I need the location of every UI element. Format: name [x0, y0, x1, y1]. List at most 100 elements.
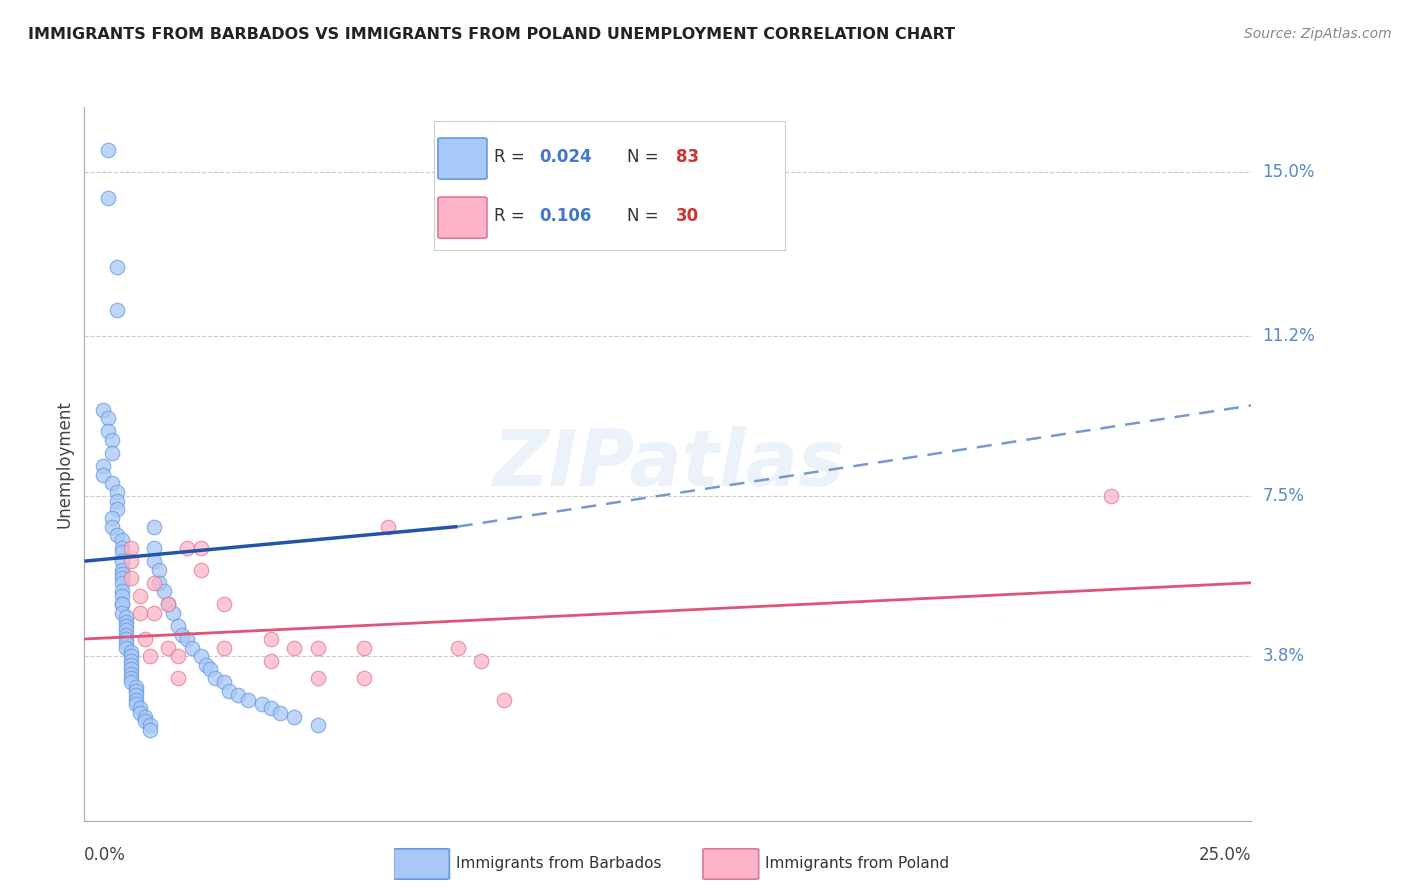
- Point: [157, 598, 180, 612]
- Point: [1099, 489, 1122, 503]
- Point: [120, 675, 142, 690]
- Point: [218, 684, 240, 698]
- Point: [91, 467, 114, 482]
- Text: 0.0%: 0.0%: [84, 846, 127, 863]
- Point: [111, 567, 134, 582]
- Point: [105, 528, 128, 542]
- Point: [120, 654, 142, 668]
- Point: [111, 533, 134, 547]
- Point: [129, 701, 152, 715]
- Point: [166, 619, 188, 633]
- Text: Source: ZipAtlas.com: Source: ZipAtlas.com: [1244, 27, 1392, 41]
- Point: [105, 485, 128, 500]
- Point: [91, 458, 114, 473]
- Point: [283, 710, 305, 724]
- Point: [194, 657, 217, 672]
- Point: [101, 519, 124, 533]
- Point: [214, 598, 236, 612]
- Point: [143, 554, 166, 568]
- Text: 3.8%: 3.8%: [1263, 648, 1305, 665]
- Point: [236, 692, 259, 706]
- Point: [180, 640, 202, 655]
- Point: [470, 654, 492, 668]
- Point: [228, 688, 250, 702]
- Point: [97, 191, 120, 205]
- Point: [115, 610, 138, 624]
- Point: [125, 692, 148, 706]
- Point: [494, 692, 516, 706]
- Point: [138, 718, 160, 732]
- Point: [134, 714, 156, 728]
- Point: [129, 706, 152, 720]
- Point: [260, 654, 283, 668]
- Point: [143, 575, 166, 590]
- Point: [125, 684, 148, 698]
- Point: [148, 575, 170, 590]
- Point: [157, 598, 180, 612]
- Point: [111, 575, 134, 590]
- Text: 11.2%: 11.2%: [1263, 327, 1315, 345]
- Point: [125, 688, 148, 702]
- Point: [200, 662, 222, 676]
- Point: [138, 723, 160, 737]
- Point: [111, 606, 134, 620]
- FancyBboxPatch shape: [394, 849, 450, 880]
- Point: [111, 584, 134, 599]
- Point: [143, 606, 166, 620]
- Point: [129, 589, 152, 603]
- Point: [120, 662, 142, 676]
- Point: [125, 697, 148, 711]
- Point: [447, 640, 470, 655]
- Point: [105, 493, 128, 508]
- Point: [111, 545, 134, 559]
- Point: [115, 636, 138, 650]
- Point: [111, 589, 134, 603]
- Text: 15.0%: 15.0%: [1263, 163, 1315, 181]
- Y-axis label: Unemployment: Unemployment: [55, 400, 73, 528]
- Point: [120, 571, 142, 585]
- Point: [101, 511, 124, 525]
- Point: [143, 519, 166, 533]
- Point: [134, 710, 156, 724]
- Point: [101, 446, 124, 460]
- Point: [111, 541, 134, 556]
- FancyBboxPatch shape: [703, 849, 759, 880]
- Point: [190, 649, 212, 664]
- Text: Immigrants from Barbados: Immigrants from Barbados: [456, 855, 661, 871]
- Text: ZIPatlas: ZIPatlas: [492, 425, 844, 502]
- Point: [176, 541, 198, 556]
- Point: [115, 640, 138, 655]
- Text: 7.5%: 7.5%: [1263, 487, 1305, 505]
- Point: [115, 632, 138, 646]
- Point: [138, 649, 160, 664]
- Point: [120, 541, 142, 556]
- Point: [307, 640, 329, 655]
- Point: [260, 701, 283, 715]
- Point: [125, 680, 148, 694]
- Point: [105, 260, 128, 274]
- Point: [115, 615, 138, 629]
- Point: [377, 519, 399, 533]
- Point: [283, 640, 305, 655]
- Point: [162, 606, 184, 620]
- Point: [115, 628, 138, 642]
- Point: [148, 563, 170, 577]
- Text: Immigrants from Poland: Immigrants from Poland: [765, 855, 949, 871]
- Point: [120, 671, 142, 685]
- Point: [166, 649, 188, 664]
- Point: [214, 640, 236, 655]
- Point: [353, 671, 375, 685]
- Point: [120, 645, 142, 659]
- Point: [97, 143, 120, 157]
- Text: 25.0%: 25.0%: [1199, 846, 1251, 863]
- Point: [111, 563, 134, 577]
- Point: [129, 606, 152, 620]
- Point: [120, 666, 142, 681]
- Point: [111, 598, 134, 612]
- Point: [269, 706, 291, 720]
- Point: [115, 624, 138, 638]
- Point: [307, 671, 329, 685]
- Point: [97, 425, 120, 439]
- Point: [111, 571, 134, 585]
- Point: [250, 697, 273, 711]
